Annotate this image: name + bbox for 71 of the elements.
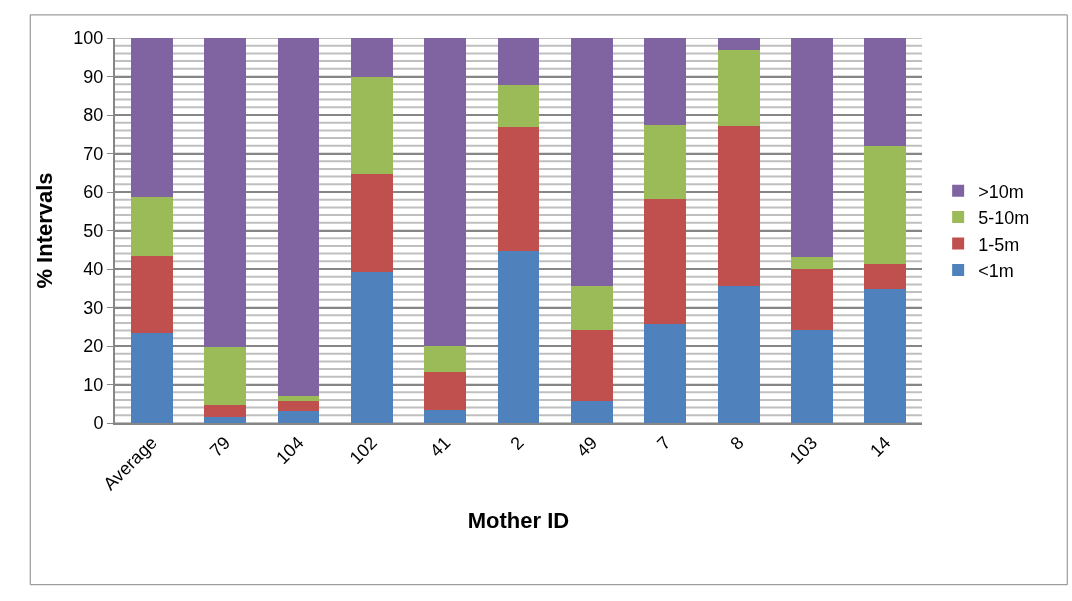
legend-label: >10m bbox=[978, 181, 1024, 202]
bar bbox=[717, 285, 760, 423]
bar bbox=[864, 38, 907, 147]
x-axis-title: Mother ID bbox=[467, 508, 570, 534]
bar bbox=[424, 38, 467, 346]
legend-label: <1m bbox=[978, 260, 1014, 281]
legend-label: 1-5m bbox=[978, 234, 1020, 255]
y-tick-label: 20 bbox=[83, 336, 104, 357]
x-tick-label: 104 bbox=[272, 432, 308, 469]
bar bbox=[130, 196, 173, 256]
bar bbox=[350, 173, 393, 272]
bar bbox=[644, 198, 687, 325]
bar bbox=[791, 269, 833, 331]
bar bbox=[130, 333, 173, 423]
y-tick-label: 30 bbox=[83, 297, 104, 318]
bar bbox=[130, 255, 173, 334]
legend-label: 5-10m bbox=[978, 208, 1030, 229]
bar bbox=[277, 401, 320, 412]
x-tick-label: 79 bbox=[205, 432, 235, 461]
x-tick-label: 102 bbox=[345, 432, 381, 469]
x-tick-label: 8 bbox=[726, 432, 748, 454]
bar bbox=[350, 271, 393, 423]
bar bbox=[424, 345, 467, 372]
x-tick-label: 7 bbox=[653, 432, 675, 454]
bar bbox=[864, 263, 907, 290]
bar bbox=[204, 417, 246, 423]
bar bbox=[424, 410, 467, 423]
x-tick-label: 103 bbox=[785, 432, 822, 469]
bar bbox=[570, 38, 613, 287]
y-tick-label: 0 bbox=[93, 413, 104, 434]
bar bbox=[424, 371, 467, 411]
y-tick-label: 10 bbox=[83, 374, 104, 395]
bar bbox=[644, 38, 687, 126]
bar bbox=[277, 411, 320, 423]
bar bbox=[497, 251, 540, 423]
bar bbox=[277, 38, 320, 397]
bar bbox=[717, 50, 760, 126]
x-tick-label: 49 bbox=[572, 432, 602, 461]
bar bbox=[497, 84, 540, 127]
bar bbox=[791, 38, 833, 258]
bar bbox=[204, 38, 246, 347]
bar bbox=[497, 126, 540, 252]
bar bbox=[350, 38, 393, 78]
bar bbox=[644, 125, 687, 199]
bar bbox=[717, 125, 760, 286]
bar bbox=[277, 396, 320, 402]
bar bbox=[791, 330, 833, 423]
bar bbox=[497, 38, 540, 85]
y-tick-label: 90 bbox=[83, 66, 104, 87]
x-tick-label: 14 bbox=[866, 432, 895, 461]
y-tick-label: 70 bbox=[83, 143, 104, 164]
bar bbox=[864, 146, 907, 264]
bar bbox=[570, 286, 613, 330]
bar bbox=[570, 329, 613, 401]
x-tick-label: 41 bbox=[426, 432, 455, 461]
bar bbox=[791, 257, 833, 269]
y-tick-label: 100 bbox=[73, 28, 104, 49]
bar bbox=[204, 346, 246, 405]
y-axis-title: % Intervals bbox=[31, 172, 57, 289]
bar bbox=[644, 324, 687, 423]
bar bbox=[130, 38, 173, 197]
x-tick-label: 2 bbox=[506, 432, 528, 454]
bar bbox=[350, 77, 393, 174]
bar bbox=[570, 400, 613, 423]
y-tick-label: 50 bbox=[83, 220, 104, 241]
y-tick-label: 60 bbox=[83, 182, 104, 203]
y-tick-label: 80 bbox=[83, 105, 104, 126]
bar bbox=[864, 289, 907, 423]
y-tick-label: 40 bbox=[83, 259, 104, 280]
bar bbox=[204, 404, 246, 418]
bar bbox=[717, 38, 760, 51]
